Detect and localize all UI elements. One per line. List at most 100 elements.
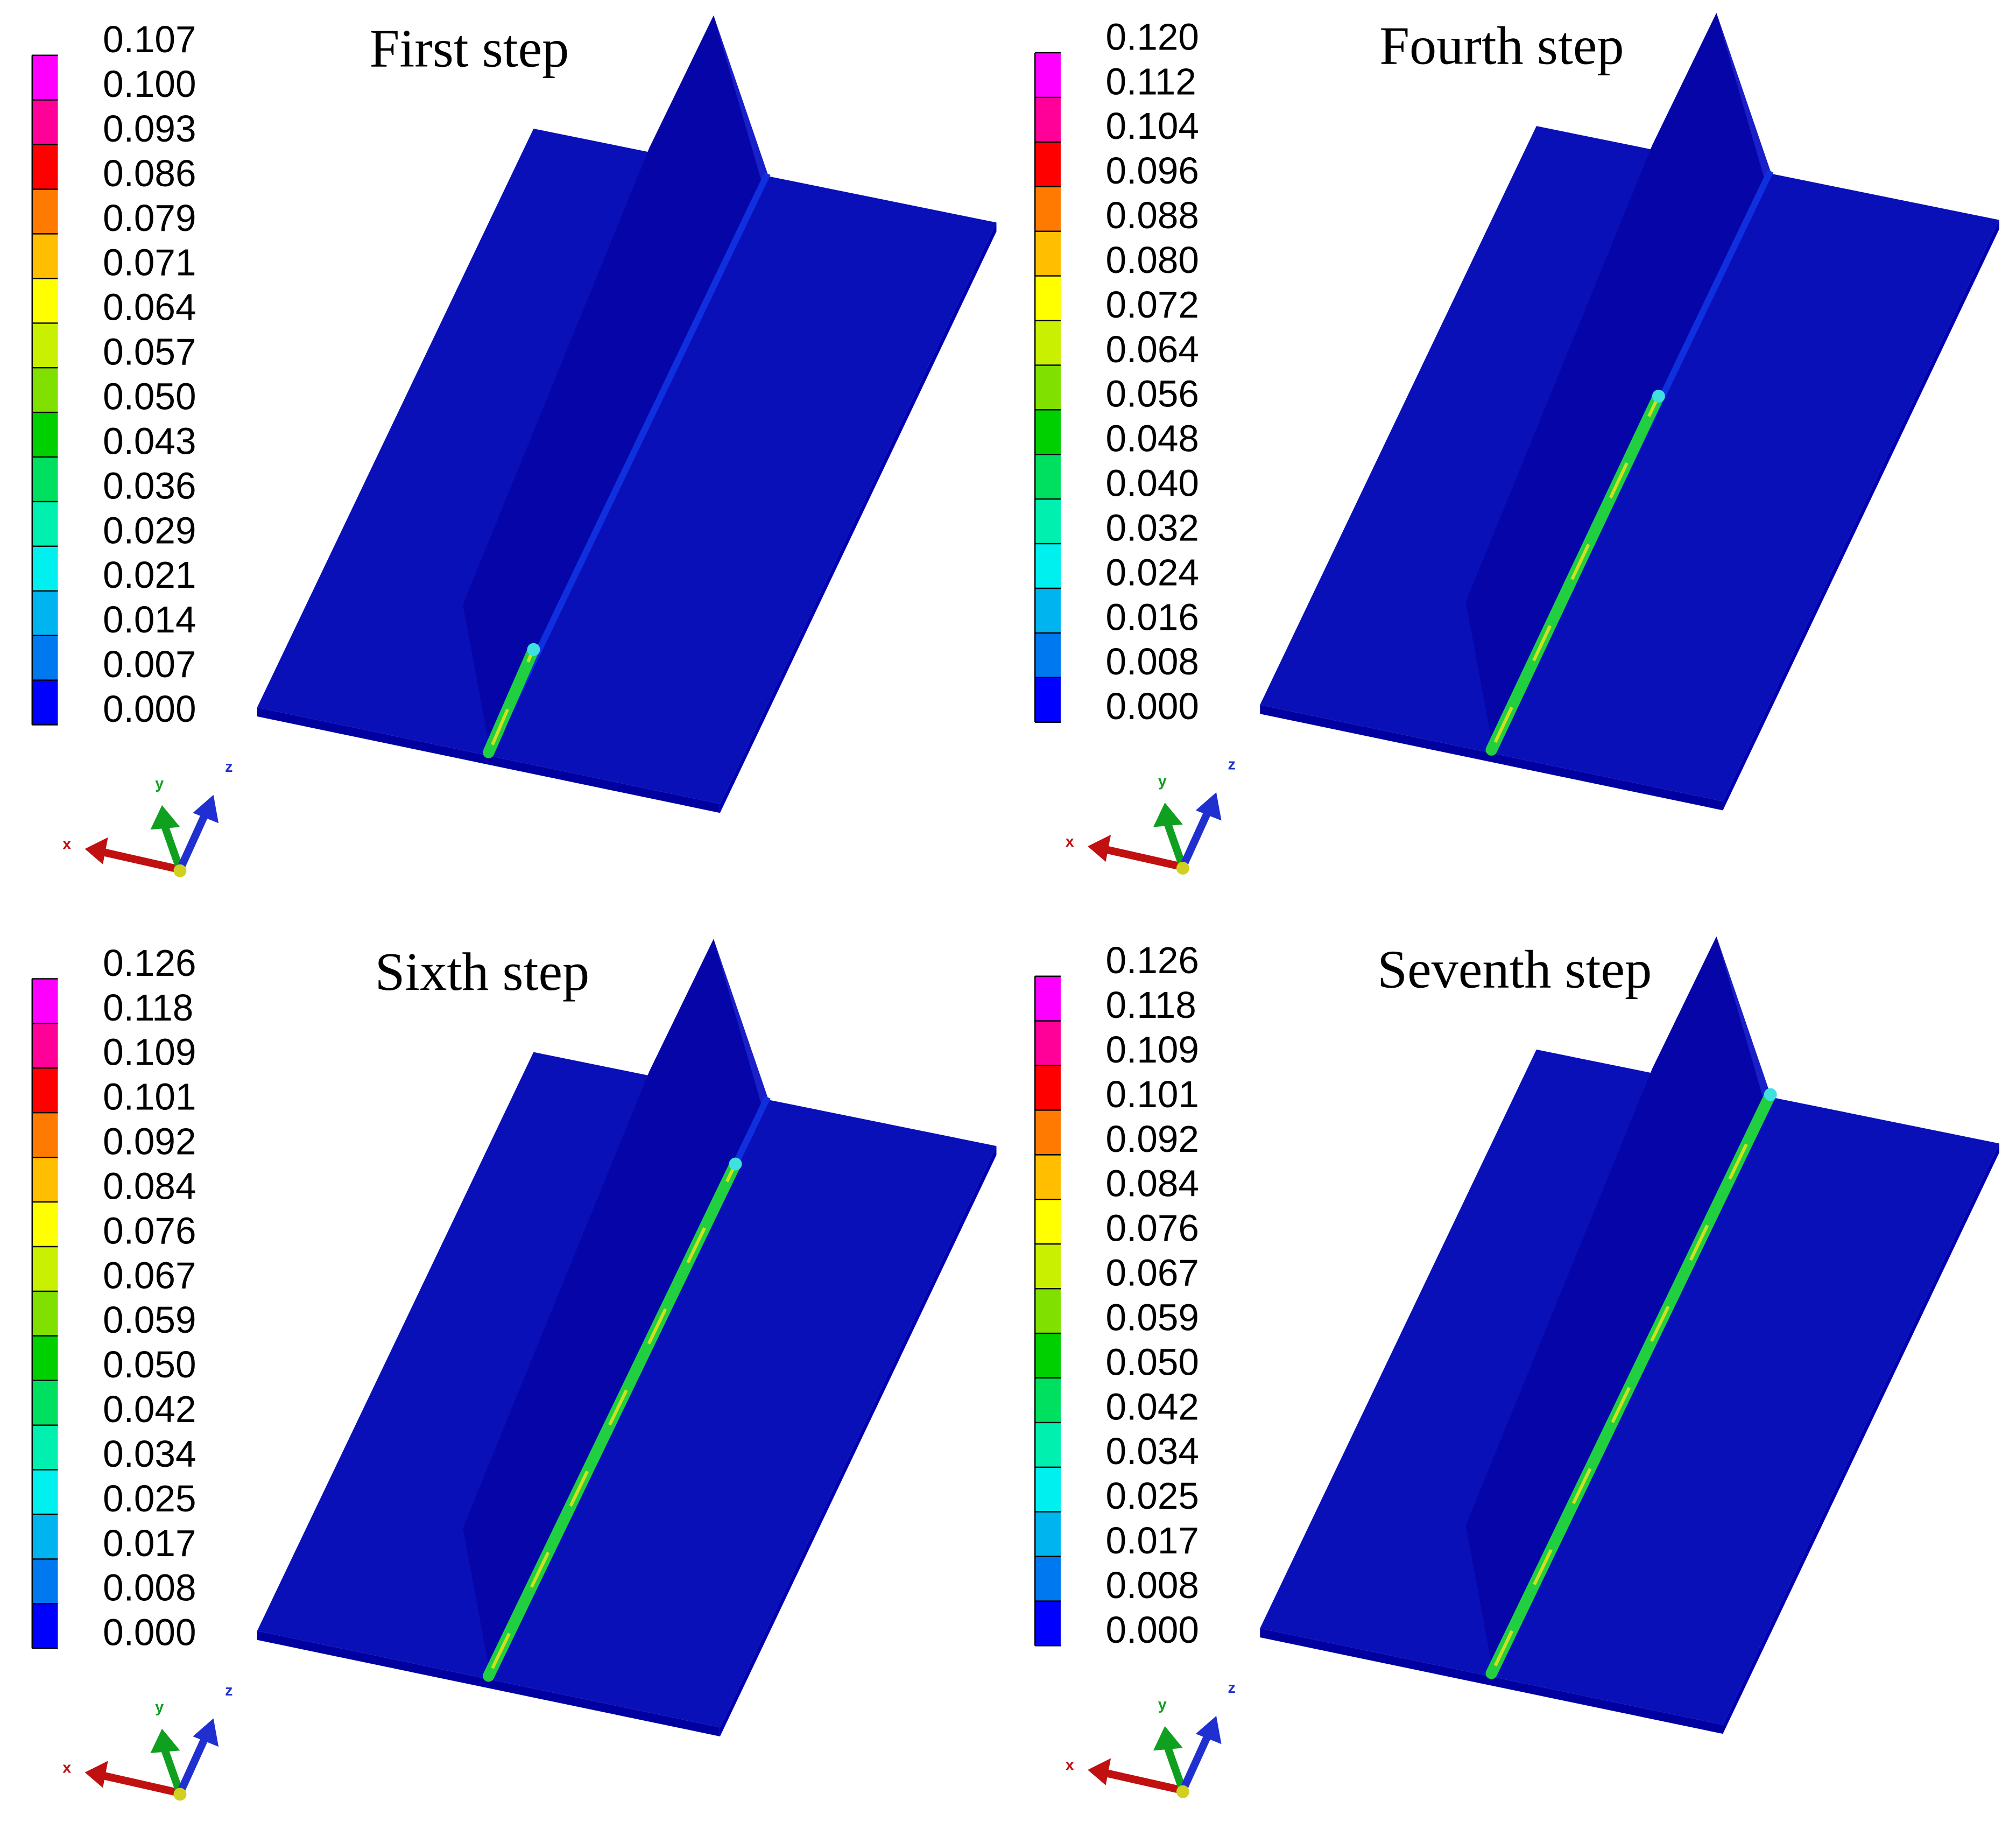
legend-label: 0.032 (1106, 507, 1199, 548)
legend-label: 0.086 (103, 152, 196, 194)
axis-y-head (150, 805, 180, 830)
axis-x-head (84, 1761, 108, 1788)
axis-origin (173, 864, 187, 877)
axis-origin (173, 1788, 187, 1801)
legend-label: 0.059 (103, 1299, 196, 1341)
axis-x-head (1088, 834, 1111, 862)
colorbar-segment (32, 1469, 58, 1515)
colorbar-segment (32, 1291, 58, 1336)
axis-x-arrow (1102, 845, 1184, 871)
legend-label: 0.000 (1106, 1609, 1199, 1651)
colorbar-segment (1035, 1556, 1061, 1601)
colorbar-segment (32, 323, 58, 368)
axis-x-head (84, 837, 108, 864)
axis-z-head (1195, 792, 1222, 821)
colorbar-segment (1035, 976, 1061, 1021)
weld-core (1493, 1099, 1770, 1666)
legend-label: 0.029 (103, 509, 196, 551)
legend-label: 0.050 (1106, 1341, 1199, 1383)
colorbar-segment (32, 189, 58, 234)
colorbar-segment (1035, 588, 1061, 633)
weld-tip (729, 1157, 742, 1171)
legend-label: 0.096 (1106, 150, 1199, 192)
colorbar-segment (1035, 1110, 1061, 1155)
legend-label: 0.008 (1106, 1564, 1199, 1606)
legend-label: 0.072 (1106, 284, 1199, 326)
colorbar-segment (32, 234, 58, 279)
colorbar-segment (1035, 1155, 1061, 1200)
colorbar-segment (1035, 1511, 1061, 1557)
colorbar-segment (1035, 410, 1061, 455)
legend-label: 0.059 (1106, 1296, 1199, 1338)
axis-z-arrow (176, 1734, 209, 1795)
axis-x-head (1088, 1758, 1111, 1785)
legend-label: 0.101 (103, 1076, 196, 1118)
axis-y-head (1153, 803, 1183, 827)
colorbar-segment (1035, 632, 1061, 678)
colorbar-segment (32, 1425, 58, 1470)
axis-y-head (1153, 1726, 1183, 1751)
legend-label: 0.050 (103, 375, 196, 417)
legend-label: 0.084 (1106, 1163, 1199, 1205)
legend-label: 0.025 (1106, 1475, 1199, 1517)
legend-label: 0.084 (103, 1165, 196, 1207)
colorbar-segment (32, 1023, 58, 1068)
colorbar-segment (32, 412, 58, 458)
legend-label: 0.014 (103, 599, 196, 641)
legend-label: 0.016 (1106, 596, 1199, 638)
panel-title: Sixth step (375, 942, 590, 1002)
legend-label: 0.101 (1106, 1073, 1199, 1115)
axis-y-arrow (161, 824, 184, 871)
legend-label: 0.088 (1106, 194, 1199, 236)
legend-label: 0.036 (103, 465, 196, 507)
colorbar-segment (1035, 1065, 1061, 1110)
legend-label: 0.040 (1106, 462, 1199, 504)
axis-x-label: x (1066, 1756, 1074, 1774)
colorbar-segment (1035, 1289, 1061, 1334)
colorbar-segment (1035, 1199, 1061, 1244)
fin (1465, 936, 1771, 1678)
axis-y-label: y (155, 775, 164, 792)
axis-y-arrow (1164, 821, 1187, 868)
legend-label: 0.064 (103, 286, 196, 328)
legend-label: 0.126 (1106, 939, 1199, 981)
legend-label: 0.092 (1106, 1118, 1199, 1160)
colorbar-segment (32, 1335, 58, 1381)
colorbar-segment (1035, 142, 1061, 187)
axis-z-head (1195, 1715, 1222, 1744)
legend-label: 0.008 (103, 1567, 196, 1609)
plate-edge (257, 1631, 720, 1736)
plate-edge (1723, 220, 1999, 811)
colorbar-segment (1035, 52, 1061, 97)
legend-label: 0.024 (1106, 551, 1199, 593)
colorbar-segment (32, 1246, 58, 1291)
colorbar-segment (32, 1157, 58, 1202)
legend-label: 0.017 (103, 1522, 196, 1564)
colorbar-segment (1035, 320, 1061, 365)
axis-origin (1176, 862, 1189, 875)
axis-z-head (193, 794, 219, 824)
axis-y-label: y (1158, 1696, 1167, 1713)
legend-label: 0.118 (103, 987, 193, 1029)
fin-face (1716, 936, 1771, 1101)
colorbar-segment (1035, 1467, 1061, 1512)
colorbar-segment (1035, 1377, 1061, 1423)
panel: 0.1260.1180.1090.1010.0920.0840.0760.067… (31, 939, 997, 1801)
legend-label: 0.007 (103, 643, 196, 685)
legend-label: 0.057 (103, 331, 196, 373)
axis-y-label: y (155, 1699, 164, 1716)
legend-label: 0.092 (103, 1121, 196, 1163)
legend-label: 0.034 (103, 1433, 196, 1475)
legend-label: 0.042 (103, 1388, 196, 1430)
axis-x-arrow (1102, 1768, 1184, 1795)
legend-label: 0.021 (103, 554, 196, 596)
legend-label: 0.120 (1106, 16, 1199, 58)
colorbar-segment (32, 1514, 58, 1559)
colorbar-segment (32, 1559, 58, 1604)
legend-label: 0.076 (1106, 1207, 1199, 1249)
weld-core (491, 654, 533, 745)
colorbar-segment (32, 1202, 58, 1247)
axis-x-label: x (62, 1759, 71, 1776)
legend-label: 0.017 (1106, 1520, 1199, 1561)
